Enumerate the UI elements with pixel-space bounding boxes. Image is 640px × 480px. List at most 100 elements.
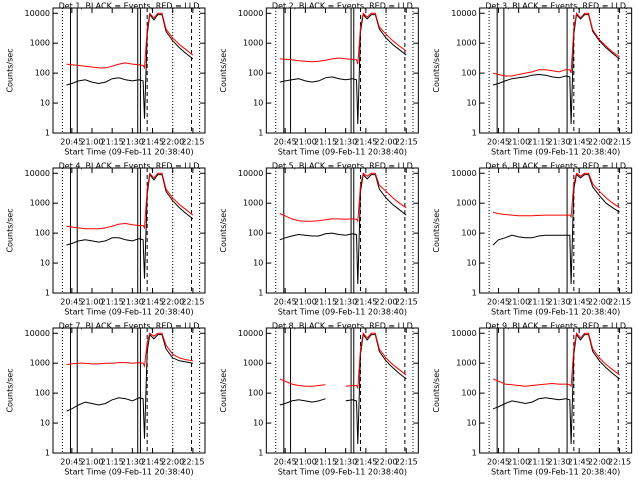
data-line [279,378,326,387]
x-tick-label: 21:30 [547,138,570,147]
data-line [345,333,407,445]
data-line [492,333,620,445]
x-tick-label: 22:00 [588,298,611,307]
plot-frame [479,167,633,294]
chart-title: Det 7, BLACK = Events, RED = LLD [59,322,200,331]
x-tick-label: 21:15 [527,138,550,147]
x-axis-label: Start Time (09-Feb-11 20:38:40) [278,468,407,477]
x-axis-label: Start Time (09-Feb-11 20:38:40) [278,148,407,157]
y-tick-label: 10000 [25,169,50,178]
y-tick-label: 10000 [451,9,476,18]
y-tick-label: 10000 [451,329,476,338]
x-axis-label: Start Time (09-Feb-11 20:38:40) [64,148,193,157]
x-tick-label: 20:45 [487,458,510,467]
x-tick-label: 21:30 [547,298,570,307]
y-tick-label: 10000 [238,169,263,178]
x-tick-label: 21:00 [80,138,103,147]
y-tick-label: 1 [45,129,50,138]
x-tick-label: 22:00 [161,298,184,307]
x-tick-label: 21:15 [314,458,337,467]
y-tick-label: 1000 [243,359,263,368]
y-tick-label: 100 [35,389,50,398]
y-tick-label: 10 [466,99,476,108]
x-tick-label: 22:15 [395,298,418,307]
x-tick-label: 22:15 [608,138,631,147]
plot-frame [265,7,419,134]
data-line [492,12,620,77]
x-tick-label: 21:30 [121,458,144,467]
plot-frame [479,7,633,134]
plot-frame [265,327,419,454]
x-tick-label: 21:45 [354,138,377,147]
x-axis-label: Start Time (09-Feb-11 20:38:40) [278,308,407,317]
x-tick-label: 22:00 [375,138,398,147]
x-tick-label: 21:15 [101,458,124,467]
x-tick-label: 22:15 [395,458,418,467]
x-tick-label: 21:30 [334,298,357,307]
y-tick-label: 1000 [30,199,50,208]
data-line [66,172,194,230]
x-tick-label: 21:00 [294,458,317,467]
x-tick-label: 21:00 [507,458,530,467]
data-line [66,332,193,368]
y-tick-label: 10 [466,419,476,428]
x-tick-label: 21:00 [80,298,103,307]
y-tick-label: 1 [472,289,477,298]
x-tick-label: 21:45 [568,458,591,467]
x-tick-label: 21:15 [527,458,550,467]
y-tick-label: 10 [40,259,50,268]
x-tick-label: 20:45 [274,298,297,307]
y-tick-label: 10 [40,419,50,428]
x-tick-label: 21:30 [121,298,144,307]
y-tick-label: 10 [253,259,263,268]
x-tick-label: 22:00 [375,298,398,307]
chart-title: Det 1, BLACK = Events, RED = LLD [59,2,200,11]
x-tick-label: 20:45 [274,138,297,147]
x-tick-label: 21:00 [80,458,103,467]
x-tick-label: 22:00 [375,458,398,467]
x-tick-label: 21:15 [101,138,124,147]
x-tick-label: 22:15 [395,138,418,147]
x-tick-label: 21:45 [568,138,591,147]
y-axis-label: Counts/sec [219,48,228,92]
x-tick-label: 21:30 [547,458,570,467]
x-tick-label: 22:15 [181,298,204,307]
x-tick-label: 22:15 [608,298,631,307]
x-tick-label: 21:00 [294,298,317,307]
y-axis-label: Counts/sec [6,368,15,412]
plot-frame [479,327,633,454]
x-axis-label: Start Time (09-Feb-11 20:38:40) [491,148,620,157]
x-axis-label: Start Time (09-Feb-11 20:38:40) [491,308,620,317]
x-tick-label: 20:45 [60,138,83,147]
x-tick-label: 21:15 [527,298,550,307]
x-tick-label: 22:00 [161,458,184,467]
plot-frame [52,7,206,134]
y-tick-label: 10000 [25,9,50,18]
x-tick-label: 21:00 [294,138,317,147]
plot-frame [265,167,419,294]
x-tick-label: 22:00 [588,138,611,147]
y-axis-label: Counts/sec [432,208,441,252]
data-line [279,173,407,285]
x-tick-label: 21:45 [141,298,164,307]
x-tick-label: 21:45 [568,298,591,307]
data-line [66,12,194,70]
data-line [279,172,407,223]
data-line [492,13,620,125]
y-axis-label: Counts/sec [6,48,15,92]
x-tick-label: 21:45 [354,298,377,307]
y-tick-label: 10000 [238,9,263,18]
chart-title: Det 4, BLACK = Events, RED = LLD [59,162,200,171]
x-tick-label: 21:30 [334,458,357,467]
data-line [66,173,194,279]
y-tick-label: 1000 [243,39,263,48]
y-tick-label: 1000 [30,39,50,48]
y-tick-label: 1000 [30,359,50,368]
data-line [492,173,620,285]
y-tick-label: 1 [45,289,50,298]
chart-title: Det 2, BLACK = Events, RED = LLD [272,2,413,11]
y-tick-label: 100 [35,229,50,238]
x-tick-label: 22:15 [181,138,204,147]
y-tick-label: 1 [258,449,263,458]
